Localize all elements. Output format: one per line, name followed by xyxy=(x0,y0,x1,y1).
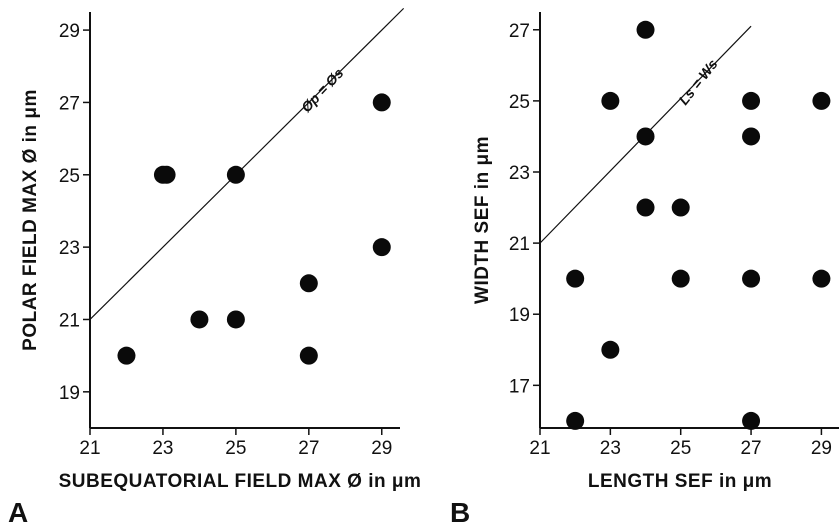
data-point xyxy=(299,274,318,293)
y-tick-label: 29 xyxy=(59,21,80,42)
y-tick-label: 17 xyxy=(509,376,530,397)
x-tick-label: 21 xyxy=(529,438,550,459)
data-point xyxy=(812,91,831,110)
data-point xyxy=(226,165,245,184)
data-point xyxy=(636,20,655,39)
x-tick-label: 27 xyxy=(298,438,319,459)
data-point xyxy=(671,269,690,288)
x-tick-label: 23 xyxy=(152,438,173,459)
y-tick-label: 25 xyxy=(59,166,80,187)
reference-line xyxy=(89,7,405,320)
data-point xyxy=(742,127,761,146)
data-point xyxy=(742,411,761,430)
data-point xyxy=(812,269,831,288)
data-point xyxy=(372,238,391,257)
panel-letter: A xyxy=(8,497,28,525)
data-point xyxy=(636,198,655,217)
y-tick-label: 19 xyxy=(59,383,80,404)
panel-letter: B xyxy=(450,497,470,525)
y-tick-label: 23 xyxy=(509,163,530,184)
x-tick-label: 25 xyxy=(225,438,246,459)
data-point xyxy=(226,310,245,329)
x-tick-label: 29 xyxy=(811,438,832,459)
data-point xyxy=(117,346,136,365)
panel-a-chart: 21 23 25 27 29 19 21 23 25 27 29 Øp = Øs POLAR FIELD… xyxy=(8,7,422,525)
x-tick-label: 27 xyxy=(740,438,761,459)
data-point xyxy=(372,93,391,112)
data-point xyxy=(601,91,620,110)
y-tick-label: 27 xyxy=(509,21,530,42)
reference-line-label: Ls = Ws xyxy=(675,56,721,108)
panel-b-chart: 21 23 25 27 29 17 19 21 23 25 27 Ls = Ws WIDTH SEF i… xyxy=(450,12,839,525)
x-axis-title: SUBEQUATORIAL FIELD MAX Ø in μm xyxy=(59,471,422,492)
x-tick-label: 25 xyxy=(670,438,691,459)
y-tick-label: 19 xyxy=(509,305,530,326)
data-point xyxy=(671,198,690,217)
data-point xyxy=(742,91,761,110)
y-axis-title: POLAR FIELD MAX Ø in μm xyxy=(20,89,41,351)
x-tick-label: 23 xyxy=(600,438,621,459)
x-axis-title: LENGTH SEF in μm xyxy=(588,471,772,492)
y-tick-label: 21 xyxy=(509,234,530,255)
data-point xyxy=(636,127,655,146)
data-point xyxy=(601,340,620,359)
data-point xyxy=(742,269,761,288)
x-tick-label: 21 xyxy=(79,438,100,459)
data-point xyxy=(157,165,176,184)
data-point xyxy=(566,269,585,288)
data-point xyxy=(190,310,209,329)
data-point xyxy=(566,411,585,430)
reference-line-label: Øp = Øs xyxy=(298,65,347,116)
y-tick-label: 27 xyxy=(59,93,80,114)
y-axis-title: WIDTH SEF in μm xyxy=(472,136,493,304)
y-tick-label: 21 xyxy=(59,310,80,331)
x-tick-label: 29 xyxy=(371,438,392,459)
y-tick-label: 23 xyxy=(59,238,80,259)
data-point xyxy=(299,346,318,365)
y-tick-label: 25 xyxy=(509,92,530,113)
